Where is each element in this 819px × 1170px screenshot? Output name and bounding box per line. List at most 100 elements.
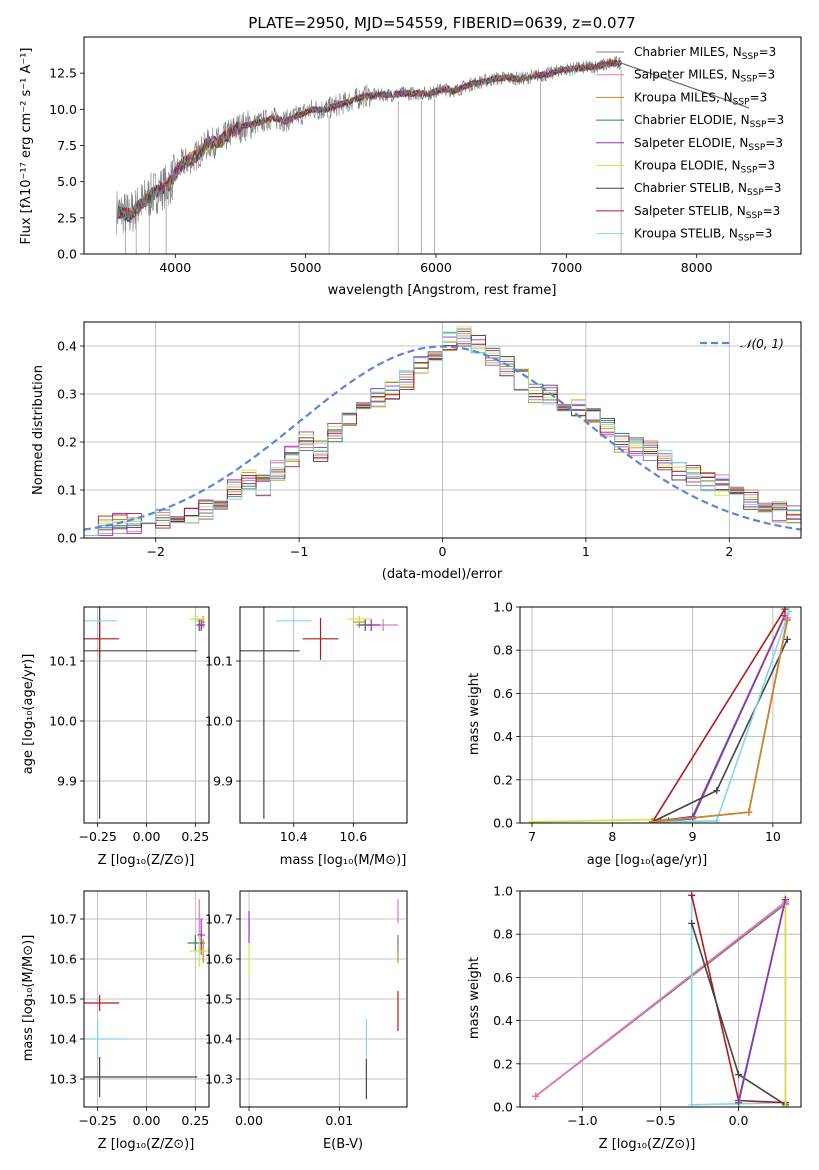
legend-subscript: SSP: [747, 188, 764, 198]
age-vs-mass-panel: mass [log₁₀(M/M⊙)] 10.4 10.6 9.9 10.0 10.1: [205, 606, 408, 868]
legend-entry: Salpeter ELODIE, NSSP=3: [634, 136, 783, 153]
mass-vs-Z-panel: Z [log₁₀(Z/Z⊙)] mass [log₁₀(M/M⊙)] −0.25…: [21, 890, 210, 1152]
y-tick-label: 10.7: [205, 912, 233, 927]
mass-weight-line-chabrier_stelib: [652, 639, 789, 823]
y-tick-label: 0.6: [493, 686, 513, 701]
mass-weight-marker-kroupa_miles: [783, 616, 791, 624]
x-tick-label: 0.00: [235, 1113, 263, 1128]
mass-weight-marker-chabrier_stelib: [713, 787, 721, 795]
y-tick-label: 0.0: [493, 1100, 513, 1115]
x-tick-label: 0.25: [181, 829, 209, 844]
mass-weight-vs-Z-panel: Z [log₁₀(Z/Z⊙)] mass weight −1.0 −0.5 0.0 0…: [467, 884, 802, 1152]
y-tick-label: 10.7: [49, 912, 77, 927]
legend-entry: Salpeter STELIB, NSSP=3: [634, 204, 780, 221]
x-tick-label: −0.25: [79, 829, 117, 844]
spectrum-data-line: [116, 55, 622, 234]
spectrum-xlabel: wavelength [Angstrom, rest frame]: [328, 283, 557, 298]
x-tick-label: 7000: [550, 260, 582, 275]
y-tick-label: 0.2: [493, 772, 513, 787]
x-tick-label: 0.25: [181, 1113, 209, 1128]
legend-entry: Kroupa MILES, NSSP=3: [634, 90, 767, 107]
y-tick-label: 10.4: [205, 1032, 233, 1047]
y-tick-label: 0.8: [493, 643, 513, 658]
axes-frame: [239, 606, 408, 824]
legend-entry: Chabrier STELIB, NSSP=3: [634, 181, 782, 198]
mass-vs-Z-xlabel: Z [log₁₀(Z/Z⊙)]: [98, 1137, 195, 1152]
legend-subscript: SSP: [741, 75, 758, 85]
mass-weight-vs-age-panel: age [log₁₀(age/yr)] mass weight 7 8 9 10 0.0…: [467, 600, 802, 868]
spectrum-title: PLATE=2950, MJD=54559, FIBERID=0639, z=0…: [248, 14, 635, 32]
plot-area: [84, 607, 206, 819]
mw-age-xlabel: age [log₁₀(age/yr)]: [587, 853, 708, 868]
x-tick-label: 10: [765, 829, 781, 844]
mass-weight-line-salpeter_stelib: [651, 608, 786, 823]
x-tick-label: 10.4: [280, 829, 308, 844]
age-vs-mass-xlabel: mass [log₁₀(M/M⊙)]: [280, 853, 407, 868]
legend-subscript: SSP: [733, 97, 750, 107]
plot-area: [532, 891, 789, 1107]
y-tick-label: 10.5: [49, 992, 77, 1007]
mass-weight-marker-kroupa_miles: [745, 808, 753, 816]
spectrum-model-chabrier_miles: [117, 59, 750, 221]
y-tick-label: 10.4: [49, 1032, 77, 1047]
x-tick-label: −1.0: [567, 1113, 597, 1128]
residuals-xlabel: (data-model)/error: [382, 567, 503, 582]
x-tick-label: 8000: [681, 260, 713, 275]
mass-weight-line-salpeter_miles: [535, 901, 786, 1097]
age-vs-Z-panel: Z [log₁₀(Z/Z⊙)] age [log₁₀(age/yr)] −0.2…: [21, 606, 210, 868]
plot-area: [84, 899, 209, 1097]
y-tick-label: 10.6: [49, 952, 77, 967]
mw-age-ylabel: mass weight: [467, 673, 482, 755]
y-tick-label: 12.5: [49, 66, 77, 81]
axes-frame: [83, 606, 210, 824]
x-tick-label: 0.01: [325, 1113, 353, 1128]
x-tick-label: −0.25: [79, 1113, 117, 1128]
plot-area: [240, 607, 399, 819]
y-tick-label: 10.6: [205, 952, 233, 967]
plot-area: [528, 607, 793, 823]
y-tick-label: 5.0: [57, 174, 77, 189]
mass-weight-marker-kroupa_elodie: [528, 818, 536, 823]
y-tick-label: 0.4: [493, 729, 513, 744]
mass-weight-line-salpeter_elodie: [660, 615, 786, 822]
axes-frame: [83, 890, 210, 1108]
gaussian-curve: [84, 345, 801, 531]
mass-weight-marker-kroupa_stelib: [785, 607, 793, 615]
gaussian-legend-label: 𝒩(0, 1): [740, 337, 784, 351]
legend-subscript: SSP: [738, 234, 755, 244]
legend-subscript: SSP: [742, 52, 759, 62]
x-tick-label: 0.00: [133, 1113, 161, 1128]
axes-frame: [519, 606, 802, 824]
x-tick-label: −2: [146, 544, 164, 559]
mass-weight-marker-kroupa_stelib: [688, 1101, 696, 1107]
legend-entry: Kroupa STELIB, NSSP=3: [634, 227, 772, 244]
x-tick-label: 1: [582, 544, 590, 559]
mass-weight-marker-salpeter_elodie: [689, 813, 697, 821]
x-tick-label: 0: [439, 544, 447, 559]
x-tick-label: −1: [290, 544, 308, 559]
mass-weight-marker-chabrier_stelib: [735, 1071, 743, 1079]
spectrum-ylabel: Flux [fλ10⁻¹⁷ erg cm⁻² s⁻¹ A⁻¹]: [19, 48, 34, 245]
y-tick-label: 10.5: [205, 992, 233, 1007]
x-tick-label: 9: [689, 829, 697, 844]
legend-suffix: =3: [766, 113, 784, 127]
x-tick-label: 10.6: [339, 829, 367, 844]
legend-entry: Chabrier ELODIE, NSSP=3: [634, 113, 784, 130]
mass-weight-marker-chabrier_stelib: [783, 635, 791, 643]
mw-Z-ylabel: mass weight: [467, 957, 482, 1039]
mass-vs-ebv-xlabel: E(B-V): [323, 1137, 363, 1152]
legend-suffix: =3: [763, 204, 781, 218]
legend-entry: Chabrier MILES, NSSP=3: [634, 45, 776, 62]
mw-Z-xlabel: Z [log₁₀(Z/Z⊙)]: [599, 1137, 696, 1152]
y-tick-label: 0.2: [493, 1056, 513, 1071]
axes-frame: [519, 890, 802, 1108]
y-tick-label: 10.3: [49, 1072, 77, 1087]
x-tick-label: 0.0: [729, 1113, 749, 1128]
plot-area: [84, 326, 801, 537]
y-tick-label: 0.2: [57, 435, 77, 450]
legend-suffix: =3: [759, 45, 777, 59]
x-tick-label: 7: [528, 829, 536, 844]
mass-weight-marker-salpeter_elodie: [781, 896, 789, 904]
mass-weight-marker-salpeter_stelib: [781, 607, 789, 613]
